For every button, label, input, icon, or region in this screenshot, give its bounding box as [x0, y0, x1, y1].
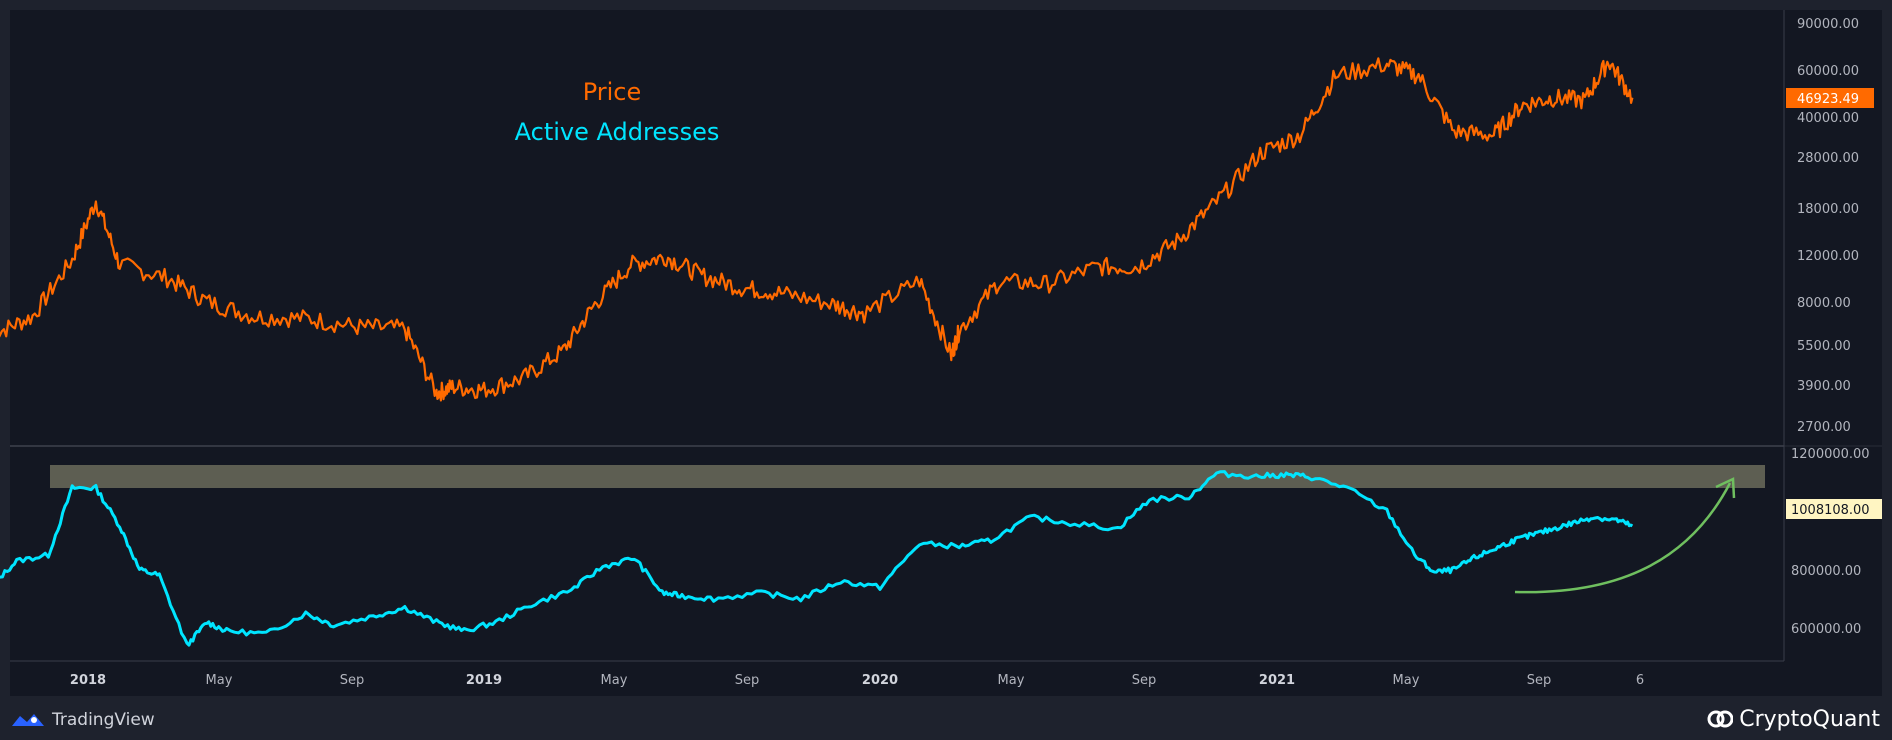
cryptoquant-label: CryptoQuant: [1739, 707, 1880, 732]
time-tick-may-2018: May: [206, 673, 233, 688]
price-tick-8000: 8000.00: [1797, 296, 1851, 311]
time-tick-sep-2021: Sep: [1527, 673, 1552, 688]
price-tick-2700: 2700.00: [1797, 420, 1851, 435]
price-tick-12000: 12000.00: [1797, 249, 1859, 264]
time-axis-bg: [10, 661, 1882, 696]
price-tick-28000: 28000.00: [1797, 151, 1859, 166]
price-tick-18000: 18000.00: [1797, 202, 1859, 217]
active-tick-600000: 600000.00: [1791, 622, 1861, 637]
time-tick-may-2019: May: [601, 673, 628, 688]
price-pane-bg: [10, 10, 1784, 445]
time-tick-6: 6: [1636, 673, 1644, 688]
time-tick-may-2021: May: [1393, 673, 1420, 688]
time-tick-2019: 2019: [466, 673, 502, 688]
active-tick-1200000: 1200000.00: [1791, 447, 1870, 462]
legend-active-addresses: Active Addresses: [515, 118, 720, 146]
price-last-value-tag: 46923.49: [1797, 92, 1859, 107]
legend-price: Price: [583, 78, 642, 106]
tradingview-icon: [10, 710, 46, 730]
price-tick-5500: 5500.00: [1797, 339, 1851, 354]
price-tick-3900: 3900.00: [1797, 379, 1851, 394]
price-tick-40000: 40000.00: [1797, 111, 1859, 126]
cryptoquant-icon: [1707, 708, 1733, 730]
resistance-band: [50, 465, 1765, 488]
price-tick-60000: 60000.00: [1797, 64, 1859, 79]
time-tick-2018: 2018: [70, 673, 106, 688]
time-tick-may-2020: May: [998, 673, 1025, 688]
tradingview-logo[interactable]: TradingView: [10, 706, 155, 734]
chart-stage: Price Active Addresses 90000.00 60000.00…: [0, 0, 1892, 740]
price-tick-90000: 90000.00: [1797, 17, 1859, 32]
time-tick-2021: 2021: [1259, 673, 1295, 688]
time-tick-2020: 2020: [862, 673, 898, 688]
time-tick-sep-2020: Sep: [1132, 673, 1157, 688]
cryptoquant-logo[interactable]: CryptoQuant: [1707, 704, 1880, 734]
time-tick-sep-2019: Sep: [735, 673, 760, 688]
active-last-value-tag: 1008108.00: [1791, 503, 1870, 518]
time-tick-sep-2018: Sep: [340, 673, 365, 688]
active-tick-800000: 800000.00: [1791, 564, 1861, 579]
tradingview-label: TradingView: [52, 710, 155, 730]
